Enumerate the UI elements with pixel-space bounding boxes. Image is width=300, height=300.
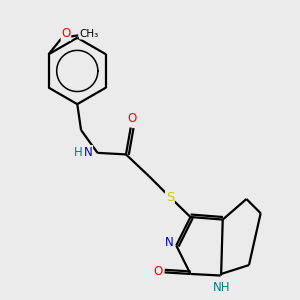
Text: H: H: [74, 146, 82, 159]
Text: O: O: [61, 27, 70, 40]
Text: S: S: [166, 190, 174, 204]
Text: O: O: [153, 265, 162, 278]
Text: NH: NH: [213, 281, 231, 294]
Text: O: O: [128, 112, 137, 125]
Text: CH₃: CH₃: [80, 29, 99, 39]
Text: N: N: [165, 236, 174, 249]
Text: N: N: [84, 146, 92, 159]
